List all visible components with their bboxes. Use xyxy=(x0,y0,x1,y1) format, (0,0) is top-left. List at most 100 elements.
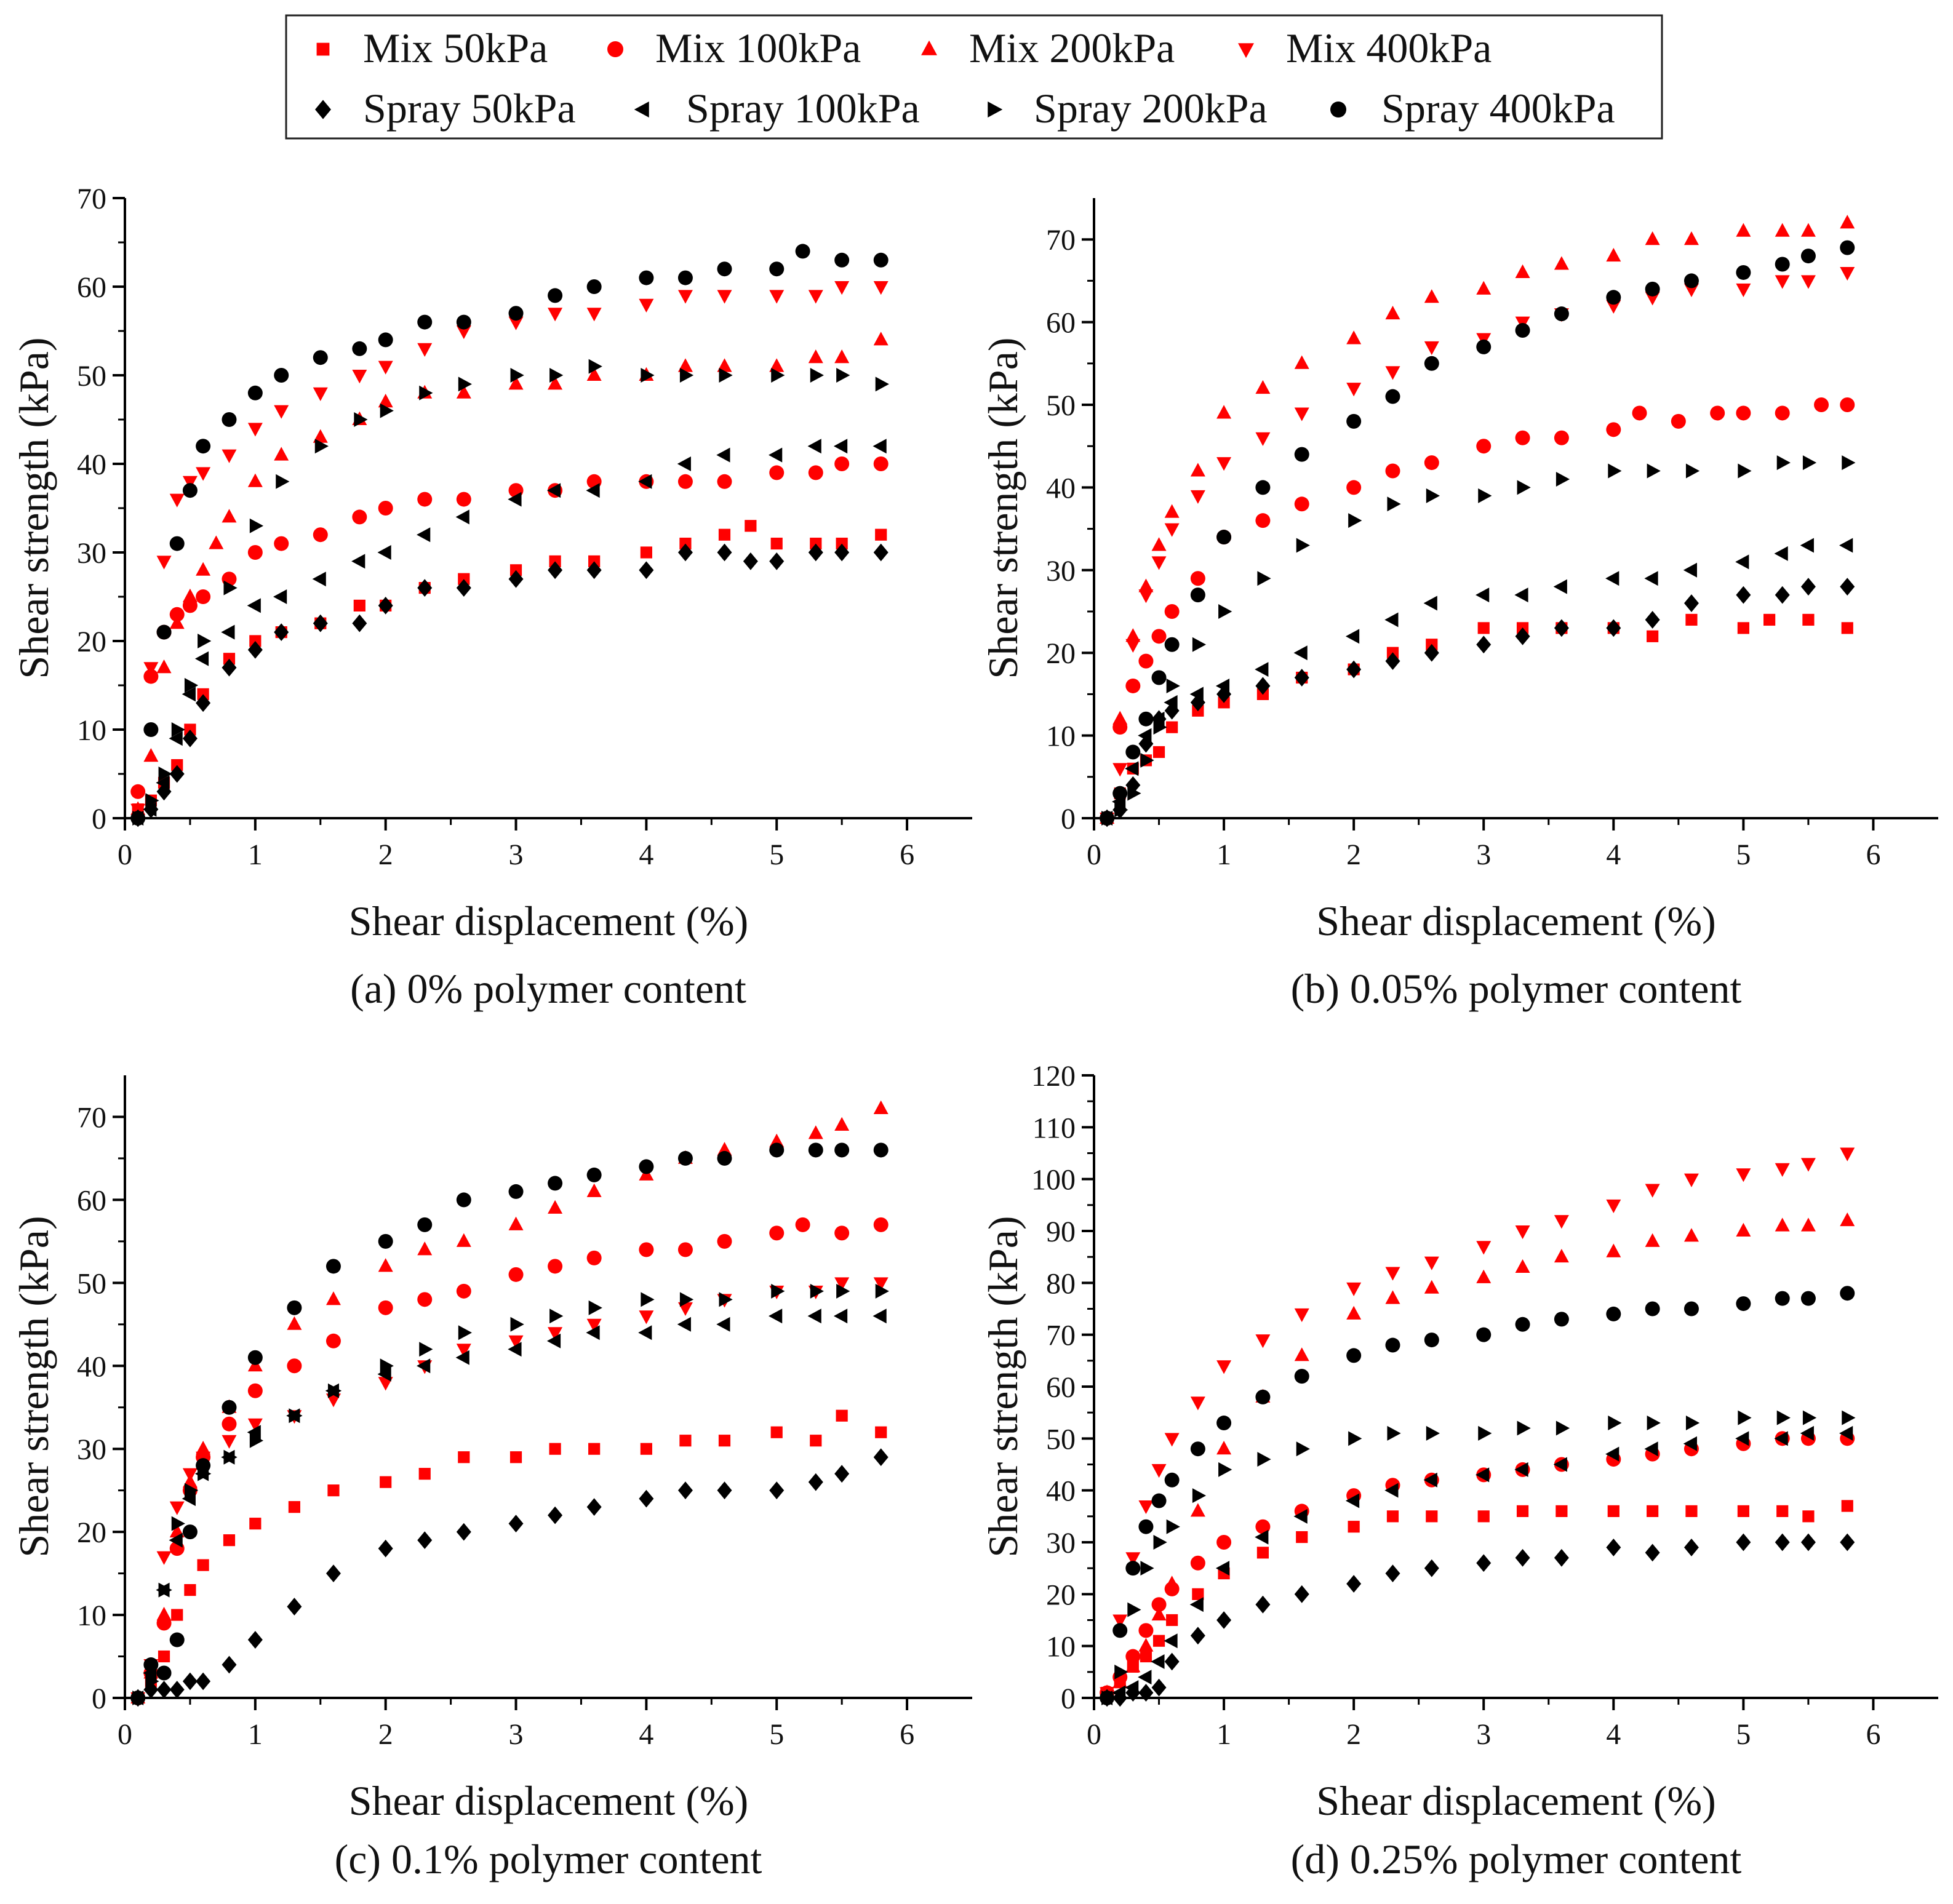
data-point-spray-50kpa xyxy=(417,1531,433,1550)
data-point-mix-50kpa xyxy=(1841,622,1853,634)
data-point-spray-400kpa xyxy=(586,1167,602,1182)
data-point-mix-50kpa xyxy=(1152,746,1165,759)
data-point-spray-200kpa xyxy=(1802,1410,1817,1425)
x-tick-label: 5 xyxy=(1736,1718,1751,1751)
data-point-spray-200kpa xyxy=(1387,496,1401,512)
data-point-mix-400kpa xyxy=(1775,1163,1790,1177)
data-point-mix-50kpa xyxy=(288,1501,300,1513)
data-point-spray-50kpa xyxy=(456,579,471,597)
data-point-spray-100kpa xyxy=(1293,645,1308,661)
data-point-mix-400kpa xyxy=(1840,1147,1855,1161)
data-point-mix-50kpa xyxy=(223,653,236,665)
data-point-spray-200kpa xyxy=(223,1449,238,1465)
data-point-mix-400kpa xyxy=(456,325,471,340)
data-point-spray-100kpa xyxy=(169,1532,183,1548)
x-axis-title: Shear displacement (%) xyxy=(349,1777,749,1824)
data-point-spray-50kpa xyxy=(1255,677,1271,695)
data-point-spray-100kpa xyxy=(1476,588,1490,603)
data-point-mix-200kpa xyxy=(1736,223,1751,237)
x-tick-label: 6 xyxy=(1866,1718,1880,1751)
data-point-spray-100kpa xyxy=(769,1309,783,1324)
data-point-mix-100kpa xyxy=(508,1267,524,1282)
data-point-spray-400kpa xyxy=(586,279,602,294)
series-spray-100kpa xyxy=(1098,538,1853,826)
data-point-mix-400kpa xyxy=(586,1318,602,1332)
series-spray-200kpa xyxy=(132,1283,889,1705)
data-point-mix-100kpa xyxy=(834,456,850,471)
data-point-spray-200kpa xyxy=(1802,455,1817,471)
data-point-spray-200kpa xyxy=(1218,1462,1232,1477)
data-point-spray-100kpa xyxy=(833,439,848,454)
data-point-spray-400kpa xyxy=(274,368,289,383)
legend-marker-symbol-spray-200kpa xyxy=(988,102,1003,118)
data-point-spray-400kpa xyxy=(1138,711,1154,727)
data-point-mix-200kpa xyxy=(1554,1248,1569,1263)
data-point-mix-400kpa xyxy=(1775,275,1790,289)
data-point-mix-100kpa xyxy=(1255,1519,1271,1534)
data-point-mix-100kpa xyxy=(1385,463,1400,479)
data-point-mix-100kpa xyxy=(1255,513,1271,528)
data-point-spray-50kpa xyxy=(1385,1564,1400,1582)
data-point-spray-400kpa xyxy=(1800,249,1816,264)
data-point-mix-100kpa xyxy=(1138,653,1154,669)
data-point-spray-200kpa xyxy=(510,368,524,383)
series-spray-50kpa xyxy=(1100,578,1855,827)
data-point-spray-50kpa xyxy=(378,597,393,615)
data-point-mix-400kpa xyxy=(1151,556,1167,570)
data-point-mix-100kpa xyxy=(1125,1649,1141,1664)
data-point-spray-400kpa xyxy=(639,1159,654,1174)
data-point-spray-400kpa xyxy=(143,722,159,737)
data-point-spray-400kpa xyxy=(1606,290,1621,305)
data-point-mix-50kpa xyxy=(327,1484,340,1497)
data-point-spray-400kpa xyxy=(1385,1337,1400,1353)
data-point-mix-200kpa xyxy=(196,562,211,576)
data-point-mix-400kpa xyxy=(1424,341,1439,356)
data-point-spray-100kpa xyxy=(1423,595,1437,611)
data-point-spray-400kpa xyxy=(808,1142,823,1158)
data-point-spray-200kpa xyxy=(679,1292,694,1307)
legend-label-mix-100kpa: Mix 100kPa xyxy=(655,25,861,71)
data-point-mix-100kpa xyxy=(313,527,328,543)
series-mix-400kpa xyxy=(1100,266,1855,827)
y-tick-label: 50 xyxy=(77,1267,106,1300)
data-point-spray-200kpa xyxy=(1257,571,1271,586)
y-tick-label: 120 xyxy=(1031,1060,1076,1093)
data-point-spray-50kpa xyxy=(1424,1559,1439,1577)
data-point-spray-400kpa xyxy=(1736,265,1751,280)
data-point-spray-100kpa xyxy=(1476,1467,1490,1483)
data-point-spray-50kpa xyxy=(1151,1678,1167,1697)
data-point-spray-50kpa xyxy=(1138,735,1154,753)
data-point-mix-200kpa xyxy=(1476,1269,1492,1283)
data-point-mix-400kpa xyxy=(169,1501,185,1515)
data-point-spray-400kpa xyxy=(247,1350,263,1365)
data-point-spray-50kpa xyxy=(1515,627,1530,645)
y-tick-label: 20 xyxy=(77,626,106,658)
x-axis-title: Shear displacement (%) xyxy=(1316,1777,1716,1824)
data-point-spray-400kpa xyxy=(1800,1291,1816,1306)
y-tick-label: 110 xyxy=(1032,1112,1076,1144)
legend-marker-symbol-spray-100kpa xyxy=(634,102,649,118)
data-point-mix-200kpa xyxy=(378,394,393,408)
data-point-mix-50kpa xyxy=(836,1409,848,1422)
data-point-mix-400kpa xyxy=(1385,1267,1400,1281)
data-point-mix-400kpa xyxy=(247,423,263,437)
y-axis-title: Shear strength (kPa) xyxy=(10,1216,57,1557)
data-point-mix-200kpa xyxy=(1190,463,1205,477)
data-point-spray-200kpa xyxy=(184,1483,199,1498)
x-tick-label: 1 xyxy=(248,838,263,871)
legend-marker-mix-200kpa xyxy=(921,40,937,55)
data-point-spray-100kpa xyxy=(1644,571,1658,586)
legend-marker-spray-200kpa xyxy=(988,102,1003,118)
data-point-spray-200kpa xyxy=(1685,463,1700,479)
data-point-spray-50kpa xyxy=(1216,1611,1232,1629)
data-point-spray-200kpa xyxy=(641,1292,655,1307)
data-point-spray-50kpa xyxy=(169,765,185,783)
data-point-mix-50kpa xyxy=(810,1435,822,1447)
data-point-mix-50kpa xyxy=(1607,1505,1620,1517)
series-mix-100kpa xyxy=(1100,397,1855,826)
y-tick-label: 30 xyxy=(77,537,106,570)
data-point-spray-50kpa xyxy=(169,1681,185,1699)
data-point-spray-400kpa xyxy=(1255,480,1271,495)
data-point-mix-200kpa xyxy=(1385,305,1400,320)
